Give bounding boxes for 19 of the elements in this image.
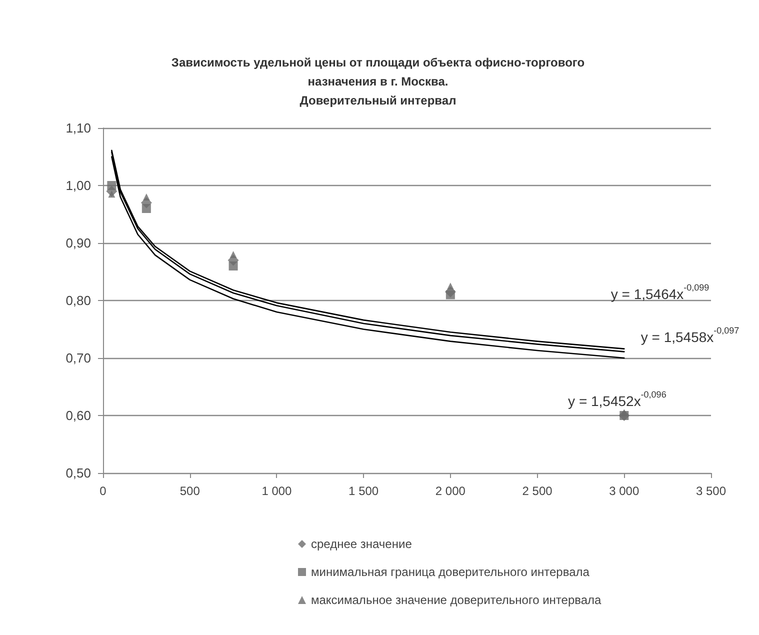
y-tick-label: 0,90	[66, 236, 91, 250]
y-tick-label: 0,60	[66, 408, 91, 423]
y-tick-label: 1,10	[66, 120, 91, 136]
y-tick-label: 1,00	[66, 178, 91, 193]
y-tick-label: 0,80	[66, 293, 91, 308]
legend-label: среднее значение	[311, 537, 412, 551]
x-tick-label: 3 000	[609, 484, 640, 498]
y-tick-label: 0,70	[66, 350, 91, 366]
x-tick-label: 0	[100, 484, 107, 498]
y-tick-label: 0,50	[66, 466, 91, 480]
x-tick-label: 1 500	[348, 484, 379, 498]
chart-title: Зависимость удельной цены от площади объекта офисно-торгового назначения в г. Москва. Доверительный интервал	[171, 56, 585, 108]
x-tick-label: 1 000	[262, 484, 292, 498]
x-tick-label: 3 500	[696, 484, 726, 498]
x-tick-label: 2 000	[435, 484, 466, 498]
legend-label: максимальное значение доверительного интервала	[311, 593, 602, 607]
legend-label: минимальная граница доверительного интервала	[311, 565, 590, 579]
x-tick-label: 500	[180, 484, 200, 498]
x-tick-label: 2 500	[522, 484, 553, 498]
